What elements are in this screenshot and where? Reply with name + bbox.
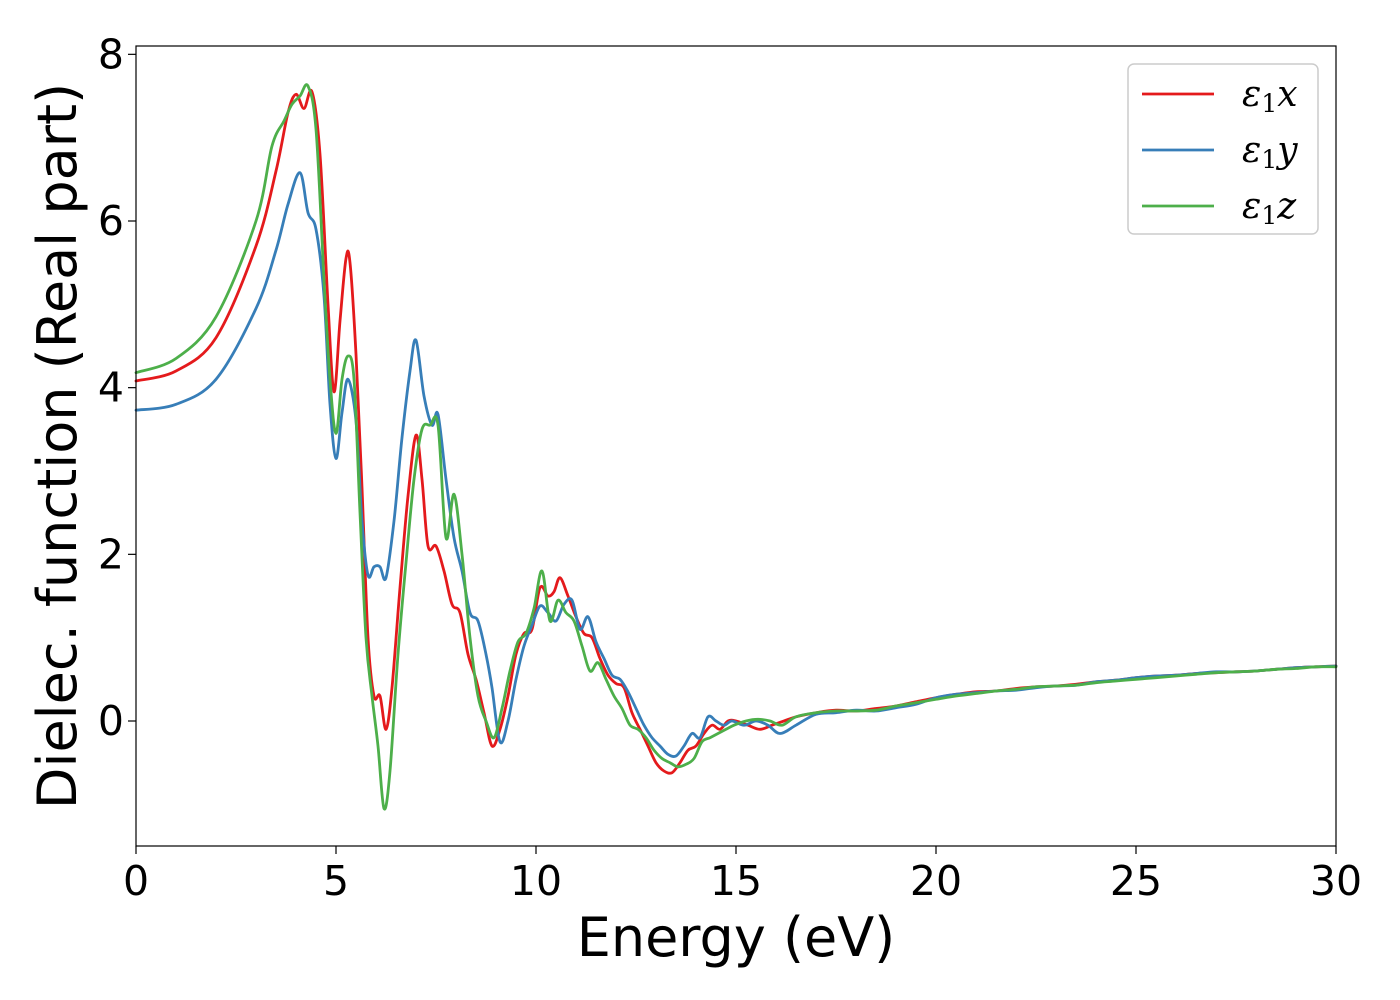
legend-box [1127,63,1319,235]
series-line-z [134,83,1338,811]
y-tick-label: 2 [98,530,124,578]
legend-label-y: ε1y [1242,130,1298,174]
y-axis: 0 2 4 6 8 [98,30,136,745]
legend-label-x: ε1x [1242,74,1298,118]
y-tick-label: 4 [98,364,124,412]
y-axis-label: Dielec. function (Real part) [26,83,89,809]
legend-label-z: ε1z [1242,186,1297,230]
x-tick-label: 10 [510,857,562,905]
x-tick-label: 30 [1310,857,1362,905]
x-tick-label: 25 [1110,857,1162,905]
x-axis-label: Energy (eV) [577,906,896,969]
x-tick-label: 15 [710,857,762,905]
legend: ε1x ε1y ε1z [1127,63,1319,235]
x-tick-label: 20 [910,857,962,905]
y-tick-label: 0 [98,697,124,745]
series-layer [134,83,1338,811]
x-tick-label: 0 [123,857,149,905]
y-tick-label: 6 [98,197,124,245]
x-axis: 0 5 10 15 20 25 30 [123,846,1362,905]
y-tick-label: 8 [98,30,124,78]
x-tick-label: 5 [323,857,349,905]
